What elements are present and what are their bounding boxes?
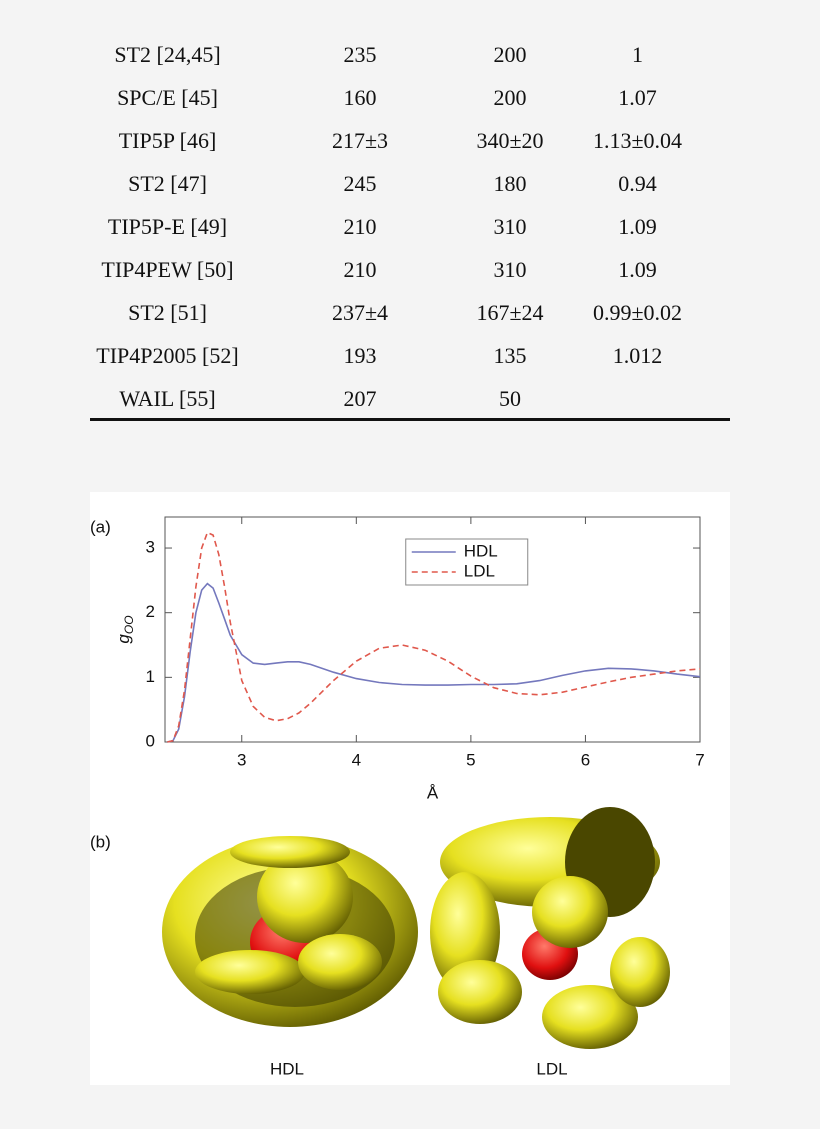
y-axis-label-main: g (114, 634, 133, 644)
table-cell: TIP5P-E [49] (107, 213, 228, 239)
table-cell: TIP4PEW [50] (101, 256, 234, 282)
x-tick-label: 7 (695, 750, 704, 769)
table-cell: WAIL [55] (119, 385, 216, 411)
x-axis-label: Å (427, 783, 439, 802)
table-cell: 207 (343, 385, 377, 411)
legend-box (405, 538, 529, 586)
table-cell: 135 (493, 342, 527, 368)
x-tick-label: 3 (237, 750, 246, 769)
table-cell: 1.13±0.04 (592, 127, 683, 153)
x-tick-label: 4 (352, 750, 361, 769)
ldl-render (430, 807, 670, 1049)
table-row: ST2 [51] 237±4 167±24 0.99±0.02 (90, 291, 730, 334)
render-caption: LDL (536, 1059, 567, 1078)
table-cell: 310 (493, 213, 527, 239)
table: ST2 [24,45] 235 200 1 SPC/E [45] 160 200 1.07 TI… (90, 33, 730, 420)
table-cell: 1 (632, 41, 643, 67)
table-cell: 0.94 (618, 170, 657, 196)
y-axis-label: gOO (114, 615, 136, 643)
plot-frame (164, 516, 701, 743)
y-axis-label-sub: OO (122, 615, 136, 634)
table-cell: 1.012 (612, 342, 663, 368)
table-cell: ST2 [47] (128, 170, 207, 196)
table-cell: 167±24 (476, 299, 544, 325)
table-cell: ST2 [51] (128, 299, 207, 325)
series-line (167, 531, 701, 743)
legend-label: HDL (464, 541, 498, 560)
table-cell: ST2 [24,45] (114, 41, 221, 67)
table-cell: TIP4P2005 [52] (96, 342, 239, 368)
x-tick-label: 6 (581, 750, 590, 769)
table-row: TIP5P-E [49] 210 310 1.09 (90, 205, 730, 248)
figure-svg: (a) (b) HDL LDL (90, 516, 705, 1078)
table-cell: 200 (493, 84, 527, 110)
table-cell: 237±4 (331, 299, 389, 325)
table-row: TIP4PEW [50] 210 310 1.09 (90, 248, 730, 291)
figure: (a) (b) HDL LDL (90, 492, 730, 1085)
table-cell: SPC/E [45] (117, 84, 218, 110)
table-cell: 210 (343, 256, 377, 282)
panel-label: (b) (90, 832, 111, 851)
panel-label: (a) (90, 517, 111, 536)
table-cell: 310 (493, 256, 527, 282)
legend-label: LDL (464, 561, 495, 580)
table-cell: 245 (343, 170, 377, 196)
table-rule (90, 418, 730, 421)
table-cell: 193 (343, 342, 377, 368)
table-cell: 180 (493, 170, 527, 196)
table-cell: 200 (493, 41, 527, 67)
y-tick-label: 1 (146, 667, 155, 686)
table-row: SPC/E [45] 160 200 1.07 (90, 76, 730, 119)
table-row: WAIL [55] 207 50 (90, 377, 730, 420)
table-row: TIP4P2005 [52] 193 135 1.012 (90, 334, 730, 377)
table-cell: TIP5P [46] (118, 127, 217, 153)
table-cell: 210 (343, 213, 377, 239)
table-cell: 1.09 (618, 256, 657, 282)
hdl-render (162, 836, 418, 1027)
series-line (167, 582, 701, 743)
x-tick-label: 5 (466, 750, 475, 769)
y-tick-label: 2 (146, 602, 155, 621)
table-row: ST2 [47] 245 180 0.94 (90, 162, 730, 205)
render-caption: HDL (270, 1059, 304, 1078)
y-tick-label: 0 (146, 731, 155, 750)
table-row: TIP5P [46] 217±3 340±20 1.13±0.04 (90, 119, 730, 162)
table-cell: 340±20 (476, 127, 544, 153)
table-cell: 0.99±0.02 (592, 299, 683, 325)
table-cell: 160 (343, 84, 377, 110)
table-cell: 1.07 (618, 84, 657, 110)
table-cell: 217±3 (331, 127, 389, 153)
table-cell: 235 (343, 41, 377, 67)
y-tick-label: 3 (146, 538, 155, 557)
table-cell: 1.09 (618, 213, 657, 239)
table-cell: 50 (499, 385, 521, 411)
table-row: ST2 [24,45] 235 200 1 (90, 33, 730, 76)
